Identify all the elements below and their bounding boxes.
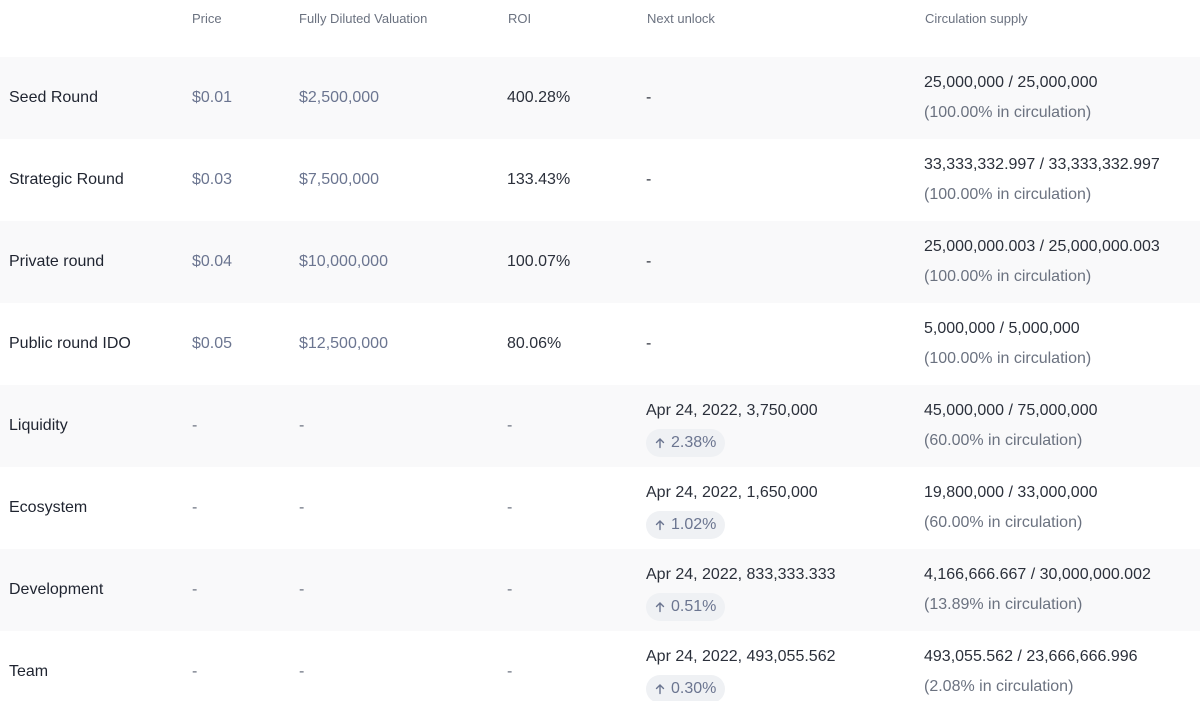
row-name: Strategic Round xyxy=(9,171,124,188)
unlock-percent: 1.02% xyxy=(671,516,717,533)
unlock-percent-badge: 1.02% xyxy=(646,511,726,539)
row-name: Private round xyxy=(9,253,105,270)
row-fdv: - xyxy=(299,663,305,680)
row-price: $0.04 xyxy=(192,253,233,270)
row-name: Ecosystem xyxy=(9,499,88,516)
row-price: $0.01 xyxy=(192,89,233,106)
circulation-amount: 493,055.562 / 23,666,666.996 xyxy=(924,648,1138,665)
circulation-amount: 25,000,000.003 / 25,000,000.003 xyxy=(924,238,1160,255)
circulation-percent: (100.00% in circulation) xyxy=(924,268,1092,285)
row-fdv: - xyxy=(299,581,305,598)
circulation-percent: (100.00% in circulation) xyxy=(924,350,1092,367)
table-row[interactable]: Team - - - Apr 24, 2022, 493,055.562 0.30% 493… xyxy=(0,631,1200,701)
row-name: Public round IDO xyxy=(9,335,131,352)
header-next-unlock[interactable]: Next unlock xyxy=(647,11,715,26)
row-name: Team xyxy=(9,663,49,680)
table-row[interactable]: Seed Round $0.01 $2,500,000 400.28% - 25,000,… xyxy=(0,57,1200,139)
row-price: $0.03 xyxy=(192,171,233,188)
next-unlock-text: - xyxy=(646,335,652,352)
circulation-amount: 25,000,000 / 25,000,000 xyxy=(924,74,1098,91)
arrow-up-icon xyxy=(655,438,665,449)
row-roi: - xyxy=(507,663,513,680)
row-fdv: - xyxy=(299,499,305,516)
row-roi: 80.06% xyxy=(507,335,562,352)
unlock-percent-badge: 2.38% xyxy=(646,429,726,457)
table-row[interactable]: Strategic Round $0.03 $7,500,000 133.43% - 33… xyxy=(0,139,1200,221)
table-row[interactable]: Liquidity - - - Apr 24, 2022, 3,750,000 2.38%… xyxy=(0,385,1200,467)
row-roi: 100.07% xyxy=(507,253,571,270)
circulation-amount: 19,800,000 / 33,000,000 xyxy=(924,484,1098,501)
unlock-percent: 2.38% xyxy=(671,434,717,451)
next-unlock-text: Apr 24, 2022, 1,650,000 xyxy=(646,484,818,501)
header-fdv[interactable]: Fully Diluted Valuation xyxy=(299,11,428,26)
circulation-percent: (60.00% in circulation) xyxy=(924,432,1083,449)
row-roi: 133.43% xyxy=(507,171,571,188)
row-price: - xyxy=(192,417,198,434)
row-fdv: $7,500,000 xyxy=(299,171,380,188)
next-unlock-text: - xyxy=(646,171,652,188)
unlock-percent-badge: 0.51% xyxy=(646,593,726,621)
row-fdv: $2,500,000 xyxy=(299,89,380,106)
row-roi: 400.28% xyxy=(507,89,571,106)
row-price: - xyxy=(192,663,198,680)
row-name: Liquidity xyxy=(9,417,68,434)
row-name: Seed Round xyxy=(9,89,98,106)
row-roi: - xyxy=(507,499,513,516)
unlock-percent: 0.30% xyxy=(671,680,717,697)
unlock-percent: 0.51% xyxy=(671,598,717,615)
row-fdv: $12,500,000 xyxy=(299,335,388,352)
next-unlock-text: - xyxy=(646,253,652,270)
circulation-percent: (100.00% in circulation) xyxy=(924,186,1092,203)
row-roi: - xyxy=(507,581,513,598)
circulation-percent: (100.00% in circulation) xyxy=(924,104,1092,121)
next-unlock-text: Apr 24, 2022, 493,055.562 xyxy=(646,648,836,665)
table-row[interactable]: Private round $0.04 $10,000,000 100.07% - 25,… xyxy=(0,221,1200,303)
row-roi: - xyxy=(507,417,513,434)
table-row[interactable]: Development - - - Apr 24, 2022, 833,333.333 0… xyxy=(0,549,1200,631)
circulation-percent: (60.00% in circulation) xyxy=(924,514,1083,531)
row-price: - xyxy=(192,581,198,598)
next-unlock-text: Apr 24, 2022, 833,333.333 xyxy=(646,566,836,583)
circulation-amount: 4,166,666.667 / 30,000,000.002 xyxy=(924,566,1151,583)
circulation-amount: 33,333,332.997 / 33,333,332.997 xyxy=(924,156,1160,173)
header-circulation[interactable]: Circulation supply xyxy=(925,11,1028,26)
row-price: - xyxy=(192,499,198,516)
header-price[interactable]: Price xyxy=(192,11,222,26)
row-fdv: - xyxy=(299,417,305,434)
arrow-up-icon xyxy=(655,602,665,613)
circulation-amount: 5,000,000 / 5,000,000 xyxy=(924,320,1080,337)
next-unlock-text: Apr 24, 2022, 3,750,000 xyxy=(646,402,818,419)
circulation-percent: (2.08% in circulation) xyxy=(924,678,1074,695)
row-name: Development xyxy=(9,581,104,598)
arrow-up-icon xyxy=(655,520,665,531)
table-header: Price Fully Diluted Valuation ROI Next u… xyxy=(0,0,1200,57)
row-fdv: $10,000,000 xyxy=(299,253,388,270)
next-unlock-text: - xyxy=(646,89,652,106)
arrow-up-icon xyxy=(655,684,665,695)
table-row[interactable]: Public round IDO $0.05 $12,500,000 80.06% - 5… xyxy=(0,303,1200,385)
header-roi[interactable]: ROI xyxy=(508,11,532,26)
row-price: $0.05 xyxy=(192,335,233,352)
circulation-percent: (13.89% in circulation) xyxy=(924,596,1083,613)
unlock-percent-badge: 0.30% xyxy=(646,675,726,701)
table-row[interactable]: Ecosystem - - - Apr 24, 2022, 1,650,000 1.02%… xyxy=(0,467,1200,549)
circulation-amount: 45,000,000 / 75,000,000 xyxy=(924,402,1098,419)
